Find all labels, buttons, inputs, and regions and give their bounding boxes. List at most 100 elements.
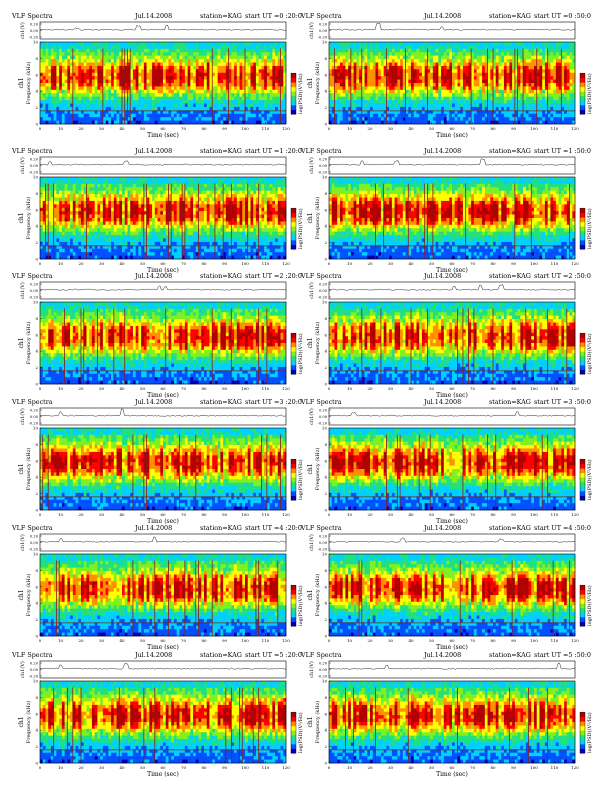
- spectrogram-cell: [204, 59, 207, 63]
- spectrogram-cell: [223, 59, 226, 63]
- spectrogram-cell: [62, 104, 65, 108]
- spectrogram-cell: [59, 80, 62, 84]
- spectrogram-cell: [152, 93, 155, 97]
- spectrogram-cell: [234, 83, 237, 87]
- spectrogram-cell: [95, 52, 98, 56]
- spectrogram-cell: [92, 59, 95, 63]
- spectrogram-cell: [199, 76, 202, 80]
- spectrogram-cell: [223, 104, 226, 108]
- spectrogram-cell: [231, 76, 234, 80]
- spectrogram-cell: [193, 80, 196, 84]
- spectrogram-cell: [56, 66, 59, 70]
- spectrogram-cell: [62, 86, 65, 90]
- spectrogram-cell: [229, 107, 232, 111]
- spectrogram-cell: [81, 90, 84, 94]
- spectrogram-cell: [138, 66, 141, 70]
- spectrogram-cell: [168, 114, 171, 118]
- spectrogram-cell: [136, 100, 139, 104]
- spectrogram-cell: [204, 73, 207, 77]
- spectrogram-cell: [111, 45, 114, 49]
- spectrogram-cells: [40, 42, 286, 124]
- spectrogram-cell: [147, 49, 150, 53]
- spectrogram-cell: [248, 52, 251, 56]
- spectrogram-cell: [168, 42, 171, 46]
- spectrogram-cell: [281, 45, 284, 49]
- spectrogram-cell: [108, 100, 111, 104]
- spectrogram-cell: [168, 97, 171, 101]
- spectrogram-cell: [111, 86, 114, 90]
- spectrogram-cell: [97, 80, 100, 84]
- spectrogram-cell: [136, 63, 139, 67]
- spectrogram-cell: [201, 100, 204, 104]
- spectrogram-cell: [231, 93, 234, 97]
- spectrogram-cell: [253, 86, 256, 90]
- spectrogram-cell: [76, 63, 79, 67]
- spectrogram-cell: [144, 45, 147, 49]
- spectrogram-cell: [43, 107, 46, 111]
- spectrogram-cell: [234, 90, 237, 94]
- spectrogram-cell: [40, 49, 43, 53]
- spectrogram-cell: [152, 90, 155, 94]
- spectrogram-cell: [234, 56, 237, 60]
- spectrogram-cell: [168, 90, 171, 94]
- spectrogram-cell: [240, 49, 243, 53]
- spectrogram-cell: [270, 45, 273, 49]
- spectrogram-cell: [261, 73, 264, 77]
- spectrogram-cell: [196, 69, 199, 73]
- spectrogram-cell: [111, 66, 114, 70]
- spectrogram-cell: [59, 69, 62, 73]
- spectrogram-cell: [48, 93, 51, 97]
- spectrogram-cell: [166, 100, 169, 104]
- spectrogram-cell: [43, 97, 46, 101]
- spectrogram-cell: [149, 104, 152, 108]
- spectrogram-cell: [117, 93, 120, 97]
- spectrogram-panel: VLF SpectraJul.14.2008station=KAGstart U…: [11, 12, 304, 139]
- spectrogram-cell: [240, 107, 243, 111]
- spectrogram-cell: [149, 66, 152, 70]
- spectrogram-cell: [59, 107, 62, 111]
- spectrogram-cell: [250, 86, 253, 90]
- spectrogram-cell: [245, 107, 248, 111]
- spectrogram-cell: [114, 104, 117, 108]
- spectrogram-cell: [215, 42, 218, 46]
- spectrogram-cell: [272, 97, 275, 101]
- spectrogram-cell: [185, 66, 188, 70]
- spectrogram-cell: [259, 56, 262, 60]
- spectrogram-cell: [190, 100, 193, 104]
- spectrogram-cell: [275, 76, 278, 80]
- spectrogram-cell: [86, 93, 89, 97]
- spectrogram-cell: [267, 76, 270, 80]
- spectrogram-cell: [264, 42, 267, 46]
- spectrogram-cell: [177, 90, 180, 94]
- spectrogram-cell: [138, 63, 141, 67]
- spectrogram-cell: [84, 45, 87, 49]
- spectrogram-cell: [67, 97, 70, 101]
- spectrogram-cell: [261, 90, 264, 94]
- spectrogram-cell: [114, 56, 117, 60]
- spectrogram-cell: [204, 86, 207, 90]
- spectrogram-cell: [231, 52, 234, 56]
- spectrogram-cell: [223, 76, 226, 80]
- spectrogram-cell: [163, 63, 166, 67]
- spectrogram-cell: [78, 59, 81, 63]
- spectrogram-cell: [152, 97, 155, 101]
- spectrogram-cell: [240, 73, 243, 77]
- spectrogram-cell: [67, 86, 70, 90]
- spectrogram-cell: [133, 90, 136, 94]
- spectrogram-cell: [48, 69, 51, 73]
- spectrogram-cell: [163, 49, 166, 53]
- spectrogram-cell: [54, 52, 57, 56]
- spectrogram-cell: [281, 80, 284, 84]
- spectrogram-cell: [103, 73, 106, 77]
- spectrogram-cell: [237, 56, 240, 60]
- spectrogram-cell: [108, 93, 111, 97]
- spectrogram-cell: [220, 93, 223, 97]
- spectrogram-cell: [92, 52, 95, 56]
- spectrogram-cell: [152, 45, 155, 49]
- spectrogram-cell: [106, 49, 109, 53]
- spectrogram-cell: [196, 107, 199, 111]
- spectrogram-cell: [275, 80, 278, 84]
- spectrogram-cell: [141, 49, 144, 53]
- spectrogram-cell: [223, 100, 226, 104]
- spectrogram-cell: [256, 63, 259, 67]
